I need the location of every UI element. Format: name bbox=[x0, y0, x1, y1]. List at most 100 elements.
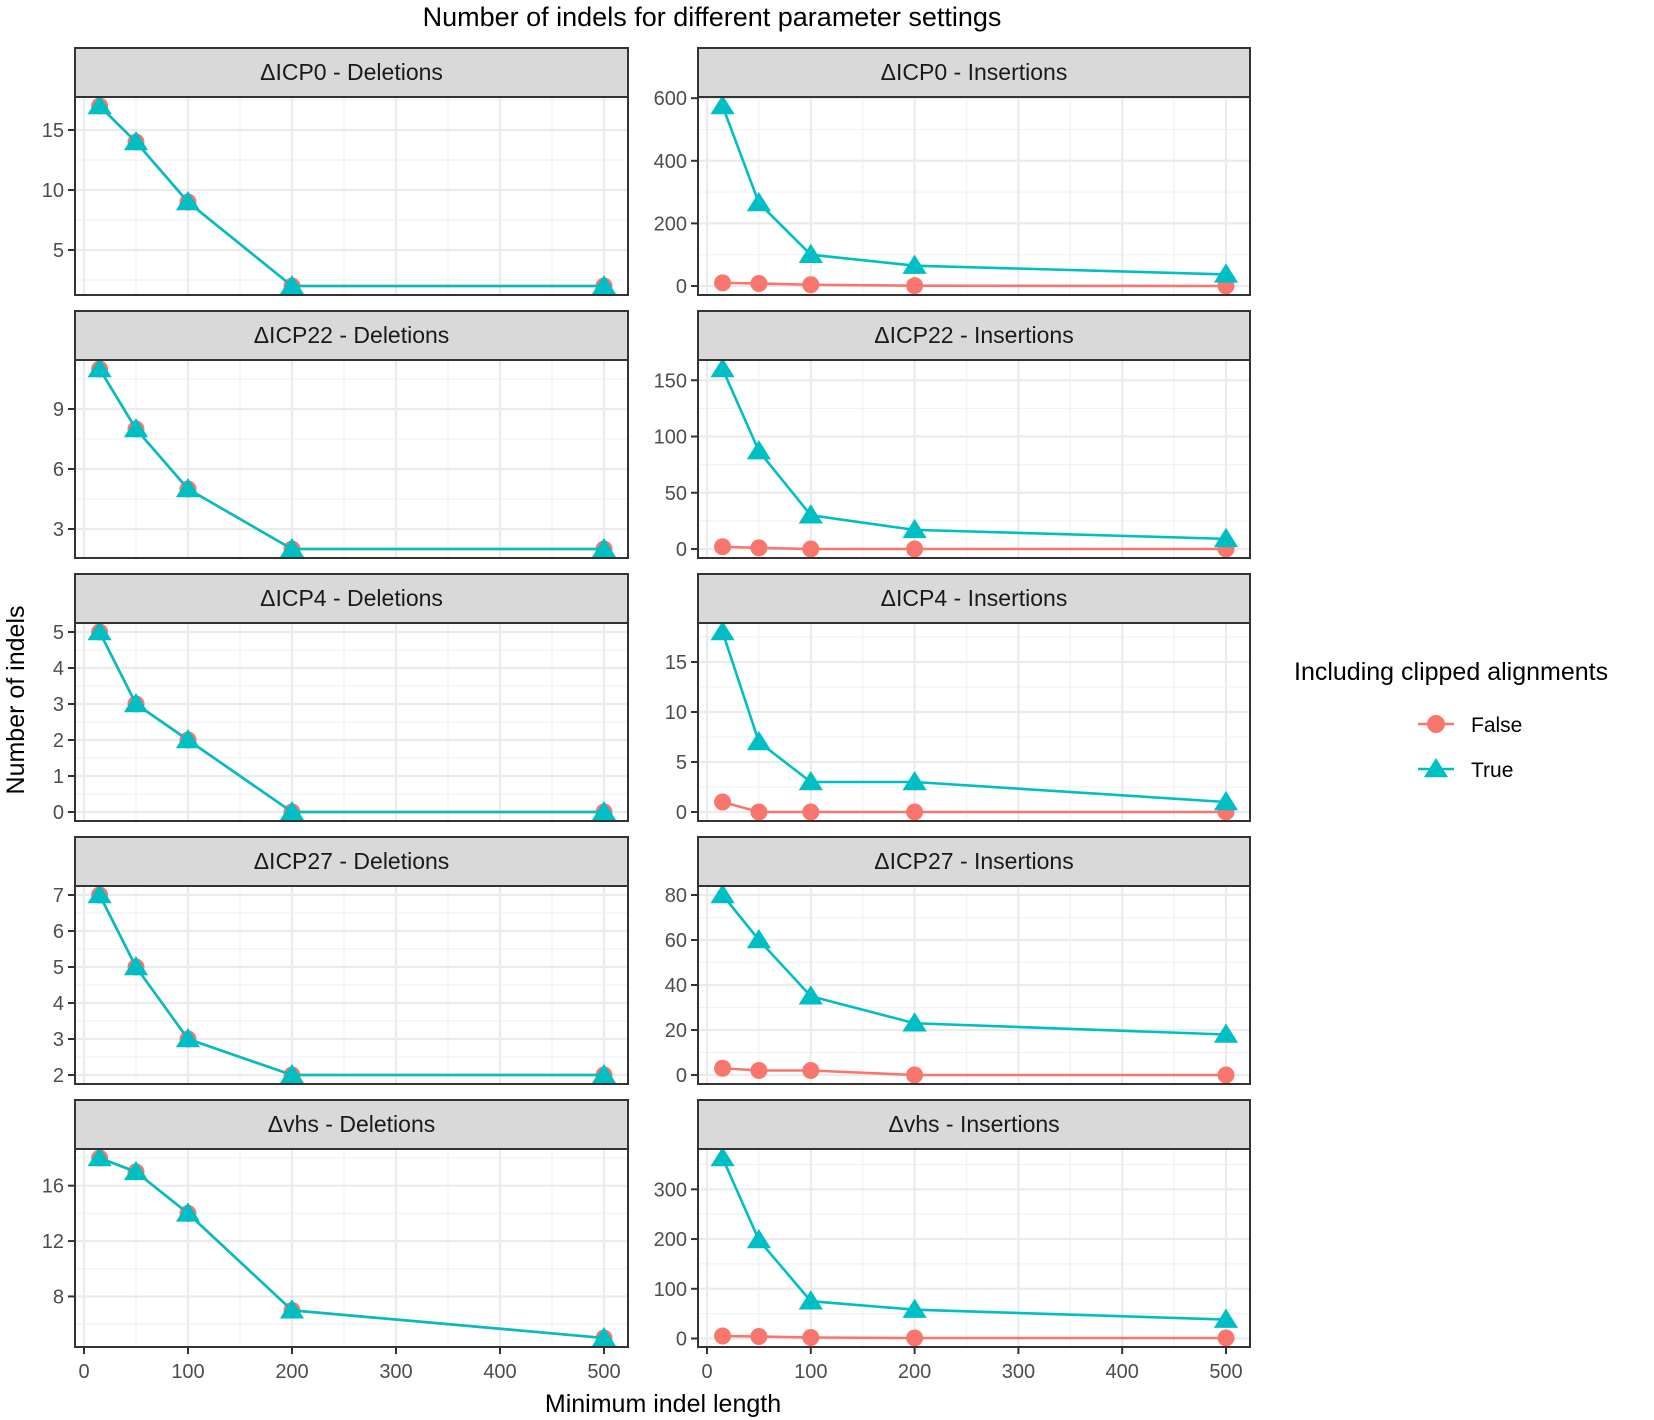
data-point-true bbox=[591, 1064, 617, 1084]
data-point-true bbox=[87, 1147, 112, 1167]
facet-strip-label: ΔICP4 - Deletions bbox=[260, 585, 443, 611]
y-tick-label: 5 bbox=[53, 622, 64, 644]
data-point-true bbox=[123, 131, 149, 151]
data-point-true bbox=[175, 478, 201, 498]
x-tick-label: 400 bbox=[483, 1361, 516, 1383]
x-tick-label: 500 bbox=[1209, 1361, 1242, 1383]
plot-background bbox=[698, 97, 1250, 295]
y-tick-label: 2 bbox=[53, 730, 64, 752]
data-point-false bbox=[906, 1329, 924, 1347]
x-tick-label: 100 bbox=[794, 1361, 827, 1383]
panel: 0 1 2 3 4 5 ΔICP4 - Deletions bbox=[53, 573, 629, 824]
legend-key-circle-icon bbox=[1427, 715, 1445, 733]
y-tick-label: 7 bbox=[53, 885, 64, 907]
facet-strip bbox=[74, 836, 629, 887]
y-tick-label: 3 bbox=[53, 1029, 64, 1051]
data-point-true bbox=[279, 1064, 305, 1084]
panel: 0 100 200 300 Δvhs - Insertions 0 100 200 300 400… bbox=[654, 1099, 1251, 1383]
data-point-true bbox=[87, 884, 112, 904]
x-tick-label: 500 bbox=[587, 1361, 620, 1383]
y-tick-label: 5 bbox=[53, 957, 64, 979]
y-tick-label: 100 bbox=[654, 1279, 687, 1301]
data-point-false bbox=[750, 539, 768, 557]
y-tick-label: 3 bbox=[53, 519, 64, 541]
facet-strip-label: ΔICP0 - Deletions bbox=[260, 59, 443, 85]
x-tick-label: 300 bbox=[1002, 1361, 1035, 1383]
facet-strip bbox=[697, 47, 1251, 98]
data-point-false bbox=[1217, 1329, 1235, 1347]
data-point-true bbox=[902, 771, 927, 791]
facet-strip bbox=[74, 310, 629, 361]
facet-strip-label: ΔICP27 - Deletions bbox=[254, 848, 450, 874]
data-point-true bbox=[902, 254, 927, 274]
y-tick-label: 200 bbox=[654, 1229, 687, 1251]
data-point-false bbox=[750, 1062, 768, 1079]
facet-strip bbox=[697, 1099, 1251, 1150]
y-tick-label: 1 bbox=[53, 766, 64, 788]
data-point-true bbox=[1213, 1023, 1239, 1043]
data-point-true bbox=[87, 621, 112, 641]
facet-strip bbox=[74, 573, 629, 624]
data-point-true bbox=[279, 538, 305, 558]
data-point-true bbox=[746, 731, 771, 751]
data-point-false bbox=[906, 277, 924, 295]
legend-title: Including clipped alignments bbox=[1294, 658, 1608, 686]
y-tick-label: 0 bbox=[676, 1065, 687, 1087]
y-tick-label: 0 bbox=[676, 1328, 687, 1350]
y-tick-label: 80 bbox=[665, 885, 687, 907]
y-tick-label: 15 bbox=[665, 652, 687, 674]
data-point-false bbox=[714, 1059, 732, 1077]
data-point-true bbox=[279, 1299, 305, 1319]
data-point-true bbox=[1213, 263, 1239, 283]
data-point-true bbox=[1213, 791, 1239, 811]
y-tick-label: 400 bbox=[654, 151, 687, 173]
legend-entries: False True bbox=[1418, 714, 1522, 782]
panel: 0 50 100 150 ΔICP22 - Insertions bbox=[654, 310, 1251, 561]
data-point-true bbox=[746, 929, 771, 949]
y-tick-label: 6 bbox=[53, 459, 64, 481]
data-point-true bbox=[902, 518, 927, 539]
data-point-false bbox=[750, 274, 768, 292]
data-point-false bbox=[906, 803, 924, 821]
facet-strip-label: ΔICP22 - Insertions bbox=[874, 322, 1073, 348]
panel: 8 12 16 Δvhs - Deletions 0 100 200 300 400 500 bbox=[42, 1099, 629, 1383]
y-tick-label: 10 bbox=[665, 702, 687, 724]
panel: 3 6 9 ΔICP22 - Deletions bbox=[53, 310, 629, 559]
data-point-true bbox=[279, 801, 305, 821]
chart-title: Number of indels for different parameter… bbox=[423, 2, 1002, 32]
data-point-false bbox=[906, 540, 924, 558]
data-point-false bbox=[802, 1329, 820, 1347]
data-point-true bbox=[798, 243, 823, 263]
plot-background bbox=[75, 360, 628, 558]
data-point-true bbox=[591, 275, 617, 295]
data-point-true bbox=[746, 1229, 771, 1249]
y-tick-label: 8 bbox=[53, 1286, 64, 1308]
y-tick-label: 0 bbox=[676, 539, 687, 561]
data-point-true bbox=[591, 538, 617, 558]
data-point-true bbox=[591, 801, 617, 821]
y-tick-label: 40 bbox=[665, 975, 687, 997]
data-point-true bbox=[902, 1012, 927, 1032]
data-point-true bbox=[798, 985, 823, 1005]
data-point-true bbox=[175, 191, 201, 211]
panel: 5 10 15 ΔICP0 - Deletions bbox=[42, 47, 629, 296]
data-point-true bbox=[1213, 527, 1239, 548]
data-point-true bbox=[123, 1160, 149, 1181]
data-point-true bbox=[123, 956, 149, 976]
y-tick-label: 150 bbox=[654, 370, 687, 392]
data-point-false bbox=[714, 538, 732, 556]
data-point-true bbox=[798, 771, 823, 791]
facet-strip-label: Δvhs - Insertions bbox=[888, 1111, 1059, 1137]
data-point-true bbox=[279, 275, 305, 295]
legend-key-triangle-icon bbox=[1423, 758, 1449, 778]
facet-strip bbox=[697, 573, 1251, 624]
x-tick-label: 300 bbox=[379, 1361, 412, 1383]
data-point-true bbox=[123, 418, 149, 438]
facet-strip bbox=[697, 310, 1251, 361]
facet-strip bbox=[697, 836, 1251, 887]
data-point-true bbox=[798, 504, 823, 524]
panel: 2 3 4 5 6 7 ΔICP27 - Deletions bbox=[53, 836, 629, 1087]
facet-strip-label: ΔICP22 - Deletions bbox=[254, 322, 450, 348]
data-point-false bbox=[802, 803, 820, 821]
data-point-true bbox=[710, 358, 735, 378]
